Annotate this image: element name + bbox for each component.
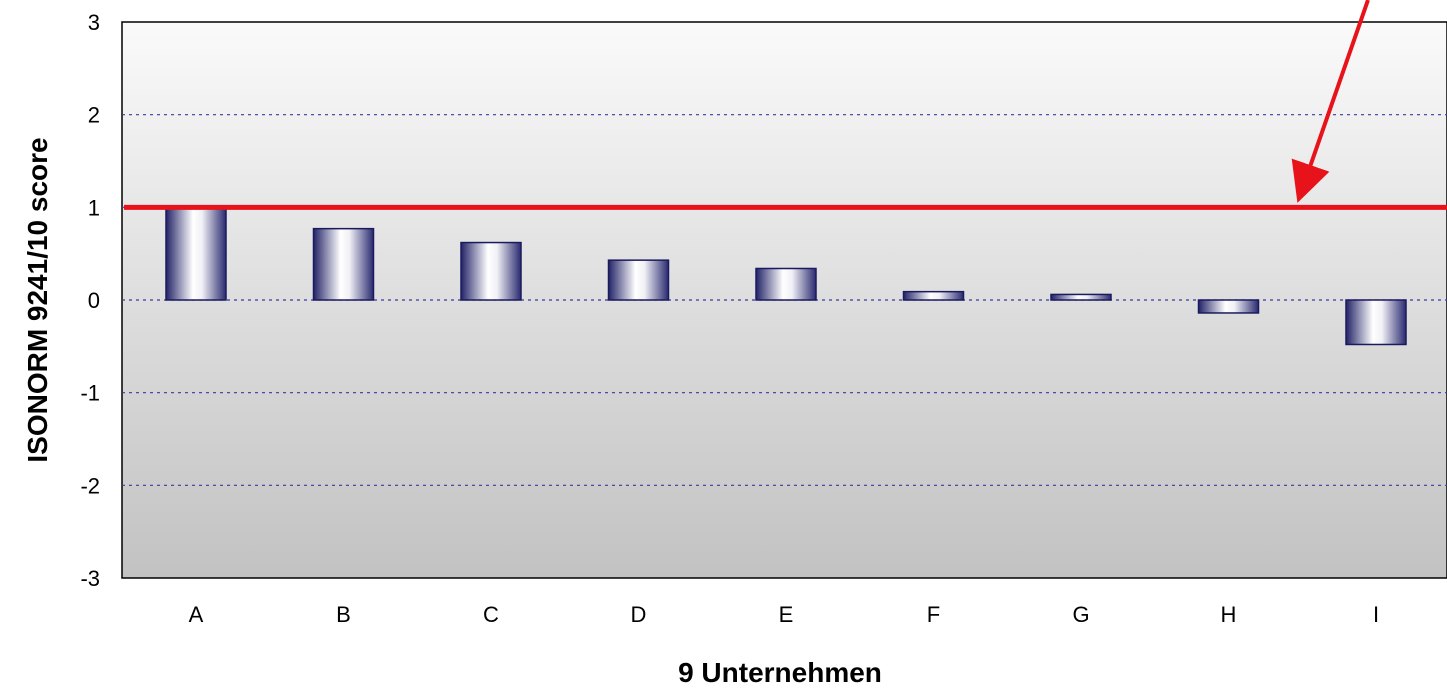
- x-tick-label: A: [189, 602, 204, 627]
- bar-D: [607, 259, 670, 301]
- y-tick-label: 2: [88, 103, 100, 128]
- x-axis-title: 9 Unternehmen: [678, 657, 882, 688]
- bar-I: [1345, 299, 1407, 346]
- x-tick-label: H: [1221, 602, 1237, 627]
- bars: [165, 206, 1407, 346]
- y-tick-label: 3: [88, 10, 100, 35]
- bar-G: [1050, 293, 1112, 301]
- bar-H: [1197, 299, 1260, 314]
- y-axis-title: ISONORM 9241/10 score: [22, 137, 53, 462]
- y-tick-label: -2: [80, 473, 100, 498]
- x-tick-label: B: [336, 602, 351, 627]
- x-tick-label: I: [1373, 602, 1379, 627]
- x-tick-label: G: [1072, 602, 1089, 627]
- bar-A: [165, 206, 227, 301]
- x-tick-label: C: [483, 602, 499, 627]
- x-tick-label: F: [927, 602, 940, 627]
- y-tick-label: -3: [80, 566, 100, 591]
- annotation-arrow: [1291, 0, 1370, 203]
- x-tick-label: E: [779, 602, 794, 627]
- y-tick-label: 1: [88, 195, 100, 220]
- y-tick-labels: 3 2 1 0 -1 -2 -3: [80, 10, 100, 591]
- x-tick-label: D: [631, 602, 647, 627]
- bar-B: [312, 227, 375, 301]
- y-tick-label: -1: [80, 381, 100, 406]
- bar-C: [460, 241, 522, 301]
- bar-E: [755, 267, 817, 301]
- bar-F: [902, 290, 965, 301]
- x-tick-labels: A B C D E F G H I: [189, 602, 1379, 627]
- y-tick-label: 0: [88, 288, 100, 313]
